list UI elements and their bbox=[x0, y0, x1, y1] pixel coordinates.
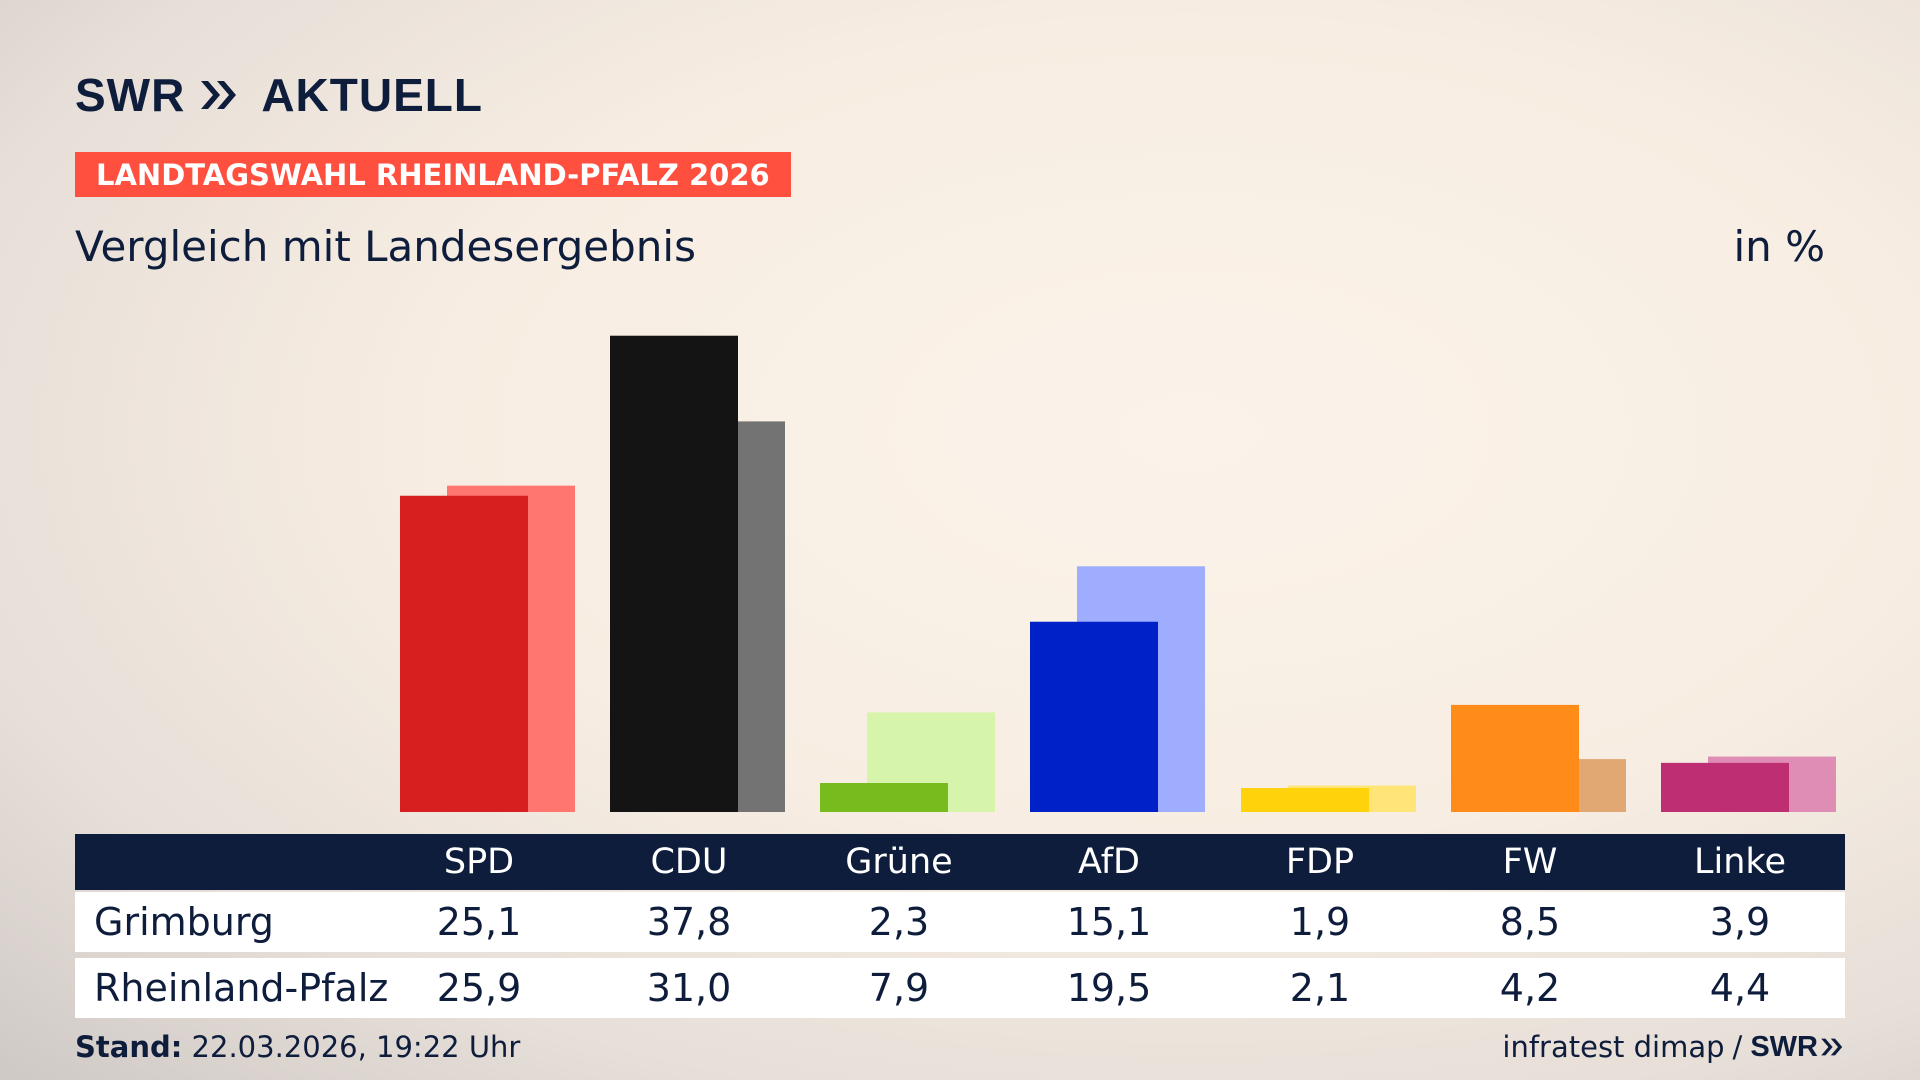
value-cell-grimburg-afd: 15,1 bbox=[1066, 900, 1152, 944]
logo-aktuell-text: AKTUELL bbox=[261, 69, 483, 121]
unit-label: in % bbox=[1733, 222, 1825, 271]
bar-grimburg-afd bbox=[1030, 621, 1158, 812]
bar-grimburg-linke bbox=[1661, 762, 1789, 812]
table-header: SPD CDU Grüne AfD FDP FW Linke bbox=[75, 834, 1845, 890]
source-credit: infratest dimap / SWR bbox=[1502, 1030, 1844, 1064]
stand-label: Stand: bbox=[75, 1030, 183, 1064]
bar-grimburg-cdu bbox=[610, 335, 738, 812]
election-badge: LANDTAGSWAHL RHEINLAND-PFALZ 2026 bbox=[75, 152, 791, 197]
row-label: Rheinland-Pfalz bbox=[94, 966, 389, 1010]
table-row-rlp: Rheinland-Pfalz 25,9 31,0 7,9 19,5 2,1 4,2 4,4 bbox=[75, 958, 1845, 1018]
bar-grimburg-fdp bbox=[1241, 788, 1369, 812]
value-cell-rheinland-pfalz-fdp: 2,1 bbox=[1289, 966, 1351, 1010]
column-header-cdu: CDU bbox=[650, 842, 728, 882]
bar-grimburg-spd bbox=[400, 495, 528, 812]
value-cell-rheinland-pfalz-afd: 19,5 bbox=[1066, 966, 1152, 1010]
column-header-spd: SPD bbox=[443, 842, 515, 882]
results-table: SPD CDU Grüne AfD FDP FW Linke Grimburg 25,1 37… bbox=[75, 834, 1845, 1018]
value-cell-grimburg-cdu: 37,8 bbox=[646, 900, 732, 944]
value-cell-rheinland-pfalz-gr-ne: 7,9 bbox=[868, 966, 930, 1010]
row-label: Grimburg bbox=[94, 900, 274, 944]
column-header-fw: FW bbox=[1502, 842, 1558, 882]
source-text: infratest dimap bbox=[1502, 1030, 1725, 1064]
source-separator: / bbox=[1732, 1030, 1743, 1064]
swr-aktuell-logo: SWR AKTUELL bbox=[75, 68, 483, 122]
bar-grimburg-gr-ne bbox=[820, 783, 948, 812]
bar-grimburg-fw bbox=[1451, 704, 1579, 812]
column-header-linke: Linke bbox=[1694, 842, 1786, 882]
double-chevron-icon bbox=[201, 81, 237, 109]
column-header-fdp: FDP bbox=[1285, 842, 1355, 882]
double-chevron-icon bbox=[1821, 1038, 1843, 1056]
value-cell-rheinland-pfalz-linke: 4,4 bbox=[1709, 966, 1771, 1010]
value-cell-grimburg-spd: 25,1 bbox=[436, 900, 522, 944]
value-cell-grimburg-gr-ne: 2,3 bbox=[868, 900, 930, 944]
value-cell-rheinland-pfalz-spd: 25,9 bbox=[436, 966, 522, 1010]
value-cell-grimburg-fdp: 1,9 bbox=[1289, 900, 1351, 944]
table-row-grimburg: Grimburg 25,1 37,8 2,3 15,1 1,9 8,5 3,9 bbox=[75, 892, 1845, 952]
stand-value: 22.03.2026, 19:22 Uhr bbox=[191, 1030, 521, 1064]
logo-swr-text: SWR bbox=[75, 69, 186, 121]
chart-subtitle: Vergleich mit Landesergebnis bbox=[75, 222, 696, 271]
value-cell-grimburg-linke: 3,9 bbox=[1709, 900, 1771, 944]
value-cell-rheinland-pfalz-fw: 4,2 bbox=[1499, 966, 1561, 1010]
value-cell-rheinland-pfalz-cdu: 31,0 bbox=[646, 966, 732, 1010]
swr-mini-logo: SWR bbox=[1750, 1031, 1844, 1064]
column-header-afd: AfD bbox=[1078, 842, 1140, 882]
timestamp: Stand: 22.03.2026, 19:22 Uhr bbox=[75, 1030, 520, 1064]
value-cell-grimburg-fw: 8,5 bbox=[1499, 900, 1561, 944]
column-header-gr-ne: Grüne bbox=[845, 842, 953, 882]
mini-logo-text: SWR bbox=[1750, 1030, 1818, 1063]
